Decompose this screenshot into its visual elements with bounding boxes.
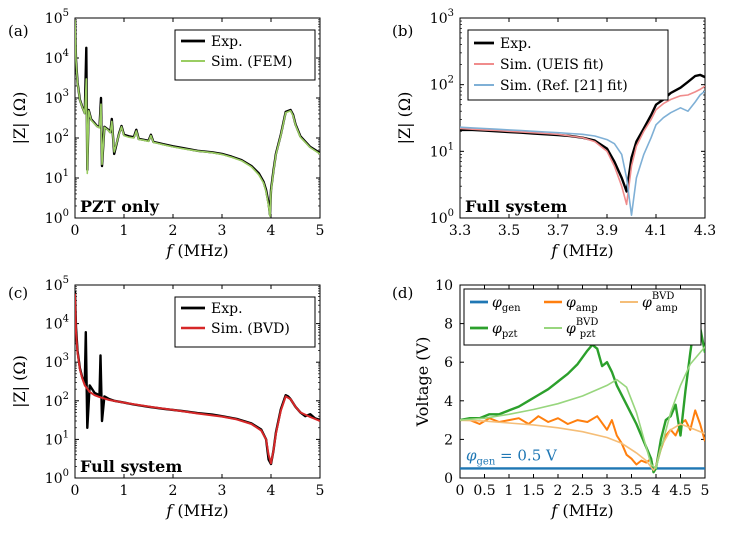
series-line-2: [460, 316, 705, 474]
series-line-1: [75, 19, 320, 218]
x-tick-label: 3.5: [620, 483, 642, 499]
x-tick-label: 2: [169, 483, 178, 499]
x-tick-label: 2.5: [571, 483, 593, 499]
y-tick-label: 104: [45, 48, 69, 67]
x-tick-label: 4.3: [694, 223, 716, 239]
x-tick-label: 0.5: [473, 483, 495, 499]
x-tick-label: 1: [505, 483, 514, 499]
y-tick-label: 10: [435, 278, 453, 294]
y-axis-label: Voltage (V): [413, 337, 432, 428]
x-tick-label: 3.7: [547, 223, 569, 239]
x-tick-label: 0: [71, 483, 80, 499]
y-tick-label: 8: [444, 317, 453, 333]
legend-box: [463, 288, 702, 346]
annotation: Full system: [80, 457, 182, 476]
y-tick-label: 105: [45, 275, 69, 294]
series-line-1: [460, 85, 705, 206]
chart-panel-3: 0 0.5 1 1.5 2 2.5 3 3.5 4 4.5 5 0 2 4 6 8 10 f (MHz) Volta…: [392, 278, 709, 520]
series-line-4: [460, 346, 705, 470]
x-tick-label: 5: [316, 223, 325, 239]
y-axis-label: |Z| (Ω): [10, 92, 29, 145]
x-tick-label: 3.5: [498, 223, 520, 239]
x-tick-label: 3: [218, 223, 227, 239]
x-tick-label: 5: [701, 483, 710, 499]
y-tick-label: 104: [45, 314, 69, 333]
axes-box: [459, 17, 706, 219]
y-tick-label: 4: [444, 394, 453, 410]
x-tick-label: 3.9: [596, 223, 618, 239]
panel-label: (a): [8, 22, 29, 40]
x-tick-label: 3: [603, 483, 612, 499]
legend-entry: Exp.: [211, 301, 243, 317]
chart-panel-0: 0 1 2 3 4 5 100 101 102 103 104 105 f (MHz) |Z| (Ω) (a…: [8, 8, 324, 260]
y-tick-label: 105: [45, 8, 69, 27]
y-tick-label: 102: [430, 75, 454, 94]
y-axis-label: |Z| (Ω): [395, 92, 414, 145]
legend-entry: Sim. (UEIS fit): [500, 57, 604, 73]
x-axis-label: f (MHz): [165, 501, 228, 520]
x-tick-label: 4: [267, 483, 276, 499]
legend-box: [174, 296, 316, 348]
y-tick-label: 103: [45, 88, 69, 107]
x-tick-label: 0: [71, 223, 80, 239]
x-tick-label: 5: [316, 483, 325, 499]
x-tick-label: 0: [456, 483, 465, 499]
chart-panel-2: 0 1 2 3 4 5 100 101 102 103 104 105 f (MHz) |Z| (Ω) (c…: [8, 275, 324, 520]
y-tick-label: 103: [430, 8, 454, 27]
y-tick-label: 101: [430, 141, 454, 160]
y-tick-label: 0: [444, 471, 453, 487]
x-tick-label: 4: [267, 223, 276, 239]
x-axis-label: f (MHz): [165, 241, 228, 260]
legend-entry: Exp.: [500, 36, 532, 52]
y-tick-label: 100: [430, 208, 454, 227]
x-tick-label: 1: [120, 483, 129, 499]
x-tick-label: 4: [652, 483, 661, 499]
series-line-1: [75, 293, 320, 465]
x-axis-label: f (MHz): [550, 241, 613, 260]
panel-label: (d): [392, 284, 413, 302]
y-tick-label: 101: [45, 429, 69, 448]
y-tick-label: 6: [444, 355, 453, 371]
y-tick-label: 102: [45, 391, 69, 410]
axes-box: [74, 284, 321, 479]
x-tick-label: 1.5: [522, 483, 544, 499]
legend-box: [174, 29, 316, 81]
annotation: φgen = 0.5 V: [466, 446, 558, 467]
annotation: PZT only: [80, 197, 160, 216]
axes-box: [74, 17, 321, 219]
x-tick-label: 3.3: [449, 223, 471, 239]
legend-entry: Sim. (Ref. [21] fit): [500, 78, 628, 94]
panel-label: (b): [392, 22, 413, 40]
y-axis-label: |Z| (Ω): [10, 355, 29, 408]
legend-entry: Sim. (BVD): [211, 321, 290, 337]
annotation: Full system: [465, 197, 567, 216]
legend-entry: Exp.: [211, 34, 243, 50]
y-tick-label: 100: [45, 208, 69, 227]
x-tick-label: 1: [120, 223, 129, 239]
legend-entry: φpzt: [492, 321, 518, 340]
x-tick-label: 2: [554, 483, 563, 499]
x-tick-label: 2: [169, 223, 178, 239]
series-line-3: [460, 419, 705, 472]
legend-box: [467, 29, 669, 101]
y-tick-label: 101: [45, 168, 69, 187]
y-tick-label: 102: [45, 128, 69, 147]
panel-label: (c): [8, 284, 28, 302]
x-tick-label: 4.1: [645, 223, 667, 239]
series-line-2: [460, 90, 705, 216]
x-tick-label: 3: [218, 483, 227, 499]
legend-entry: Sim. (FEM): [211, 54, 292, 70]
legend-entry: φBVD amp: [642, 291, 678, 314]
y-tick-label: 103: [45, 352, 69, 371]
y-tick-label: 100: [45, 468, 69, 487]
y-tick-label: 2: [444, 432, 453, 448]
x-axis-label: f (MHz): [550, 501, 613, 520]
chart-panel-1: 3.3 3.5 3.7 3.9 4.1 4.3 100 101 102 103 f (MHz) |Z|…: [392, 8, 716, 260]
x-tick-label: 4.5: [669, 483, 691, 499]
legend-entry: φamp: [566, 295, 598, 314]
legend-entry: φgen: [492, 295, 521, 314]
legend-entry: φBVD pzt: [566, 317, 598, 340]
